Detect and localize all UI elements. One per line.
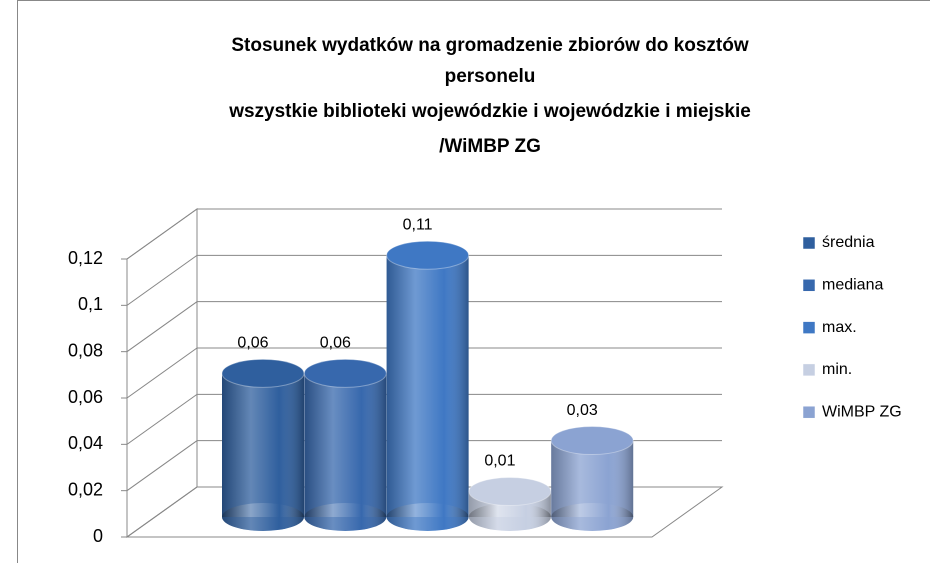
y-tick-label: 0,12 (68, 248, 103, 268)
chart-title: /WiMBP ZG (439, 136, 541, 157)
grid-line (126, 347, 722, 399)
grid-line (126, 208, 722, 260)
legend-swatch (802, 405, 816, 419)
legend-label: mediana (822, 277, 883, 294)
legend-swatch (802, 363, 816, 377)
chart-frame (17, 0, 930, 563)
grid-line (126, 440, 722, 492)
chart-title: Stosunek wydatków na gromadzenie zbiorów… (231, 35, 749, 56)
y-tick-label: 0,08 (68, 340, 103, 360)
legend-swatch (802, 236, 816, 250)
legend-label: WiMBP ZG (822, 403, 902, 420)
bar-top (550, 426, 634, 456)
grid-line (126, 301, 722, 353)
legend-label: średnia (822, 234, 875, 251)
y-tick-label: 0,1 (78, 294, 103, 314)
bar-shade (386, 255, 469, 517)
legend-swatch (802, 321, 816, 334)
bar-top (386, 240, 470, 270)
y-tick-label: 0,02 (68, 479, 103, 499)
y-tick-label: 0,04 (68, 433, 103, 453)
data-label: 0,03 (567, 402, 598, 419)
data-label: 0,06 (320, 335, 351, 352)
bar-shade (304, 373, 387, 517)
bar-top (221, 358, 305, 388)
bar-top (468, 477, 552, 507)
grid-line (126, 393, 722, 445)
legend-label: max. (822, 319, 857, 336)
legend-swatch (802, 279, 816, 292)
data-label: 0,06 (237, 335, 268, 352)
data-label: 0,11 (403, 216, 433, 233)
y-tick-label: 0,06 (68, 387, 103, 407)
chart-title: wszystkie biblioteki wojewódzkie i wojew… (228, 101, 751, 122)
bar-top (303, 358, 387, 388)
legend-label: min. (822, 361, 852, 378)
grid-line (126, 254, 722, 306)
chart-title: personelu (445, 66, 536, 87)
bar-shade (222, 373, 304, 517)
y-tick-label: 0 (93, 526, 103, 546)
data-label: 0,01 (484, 453, 515, 470)
